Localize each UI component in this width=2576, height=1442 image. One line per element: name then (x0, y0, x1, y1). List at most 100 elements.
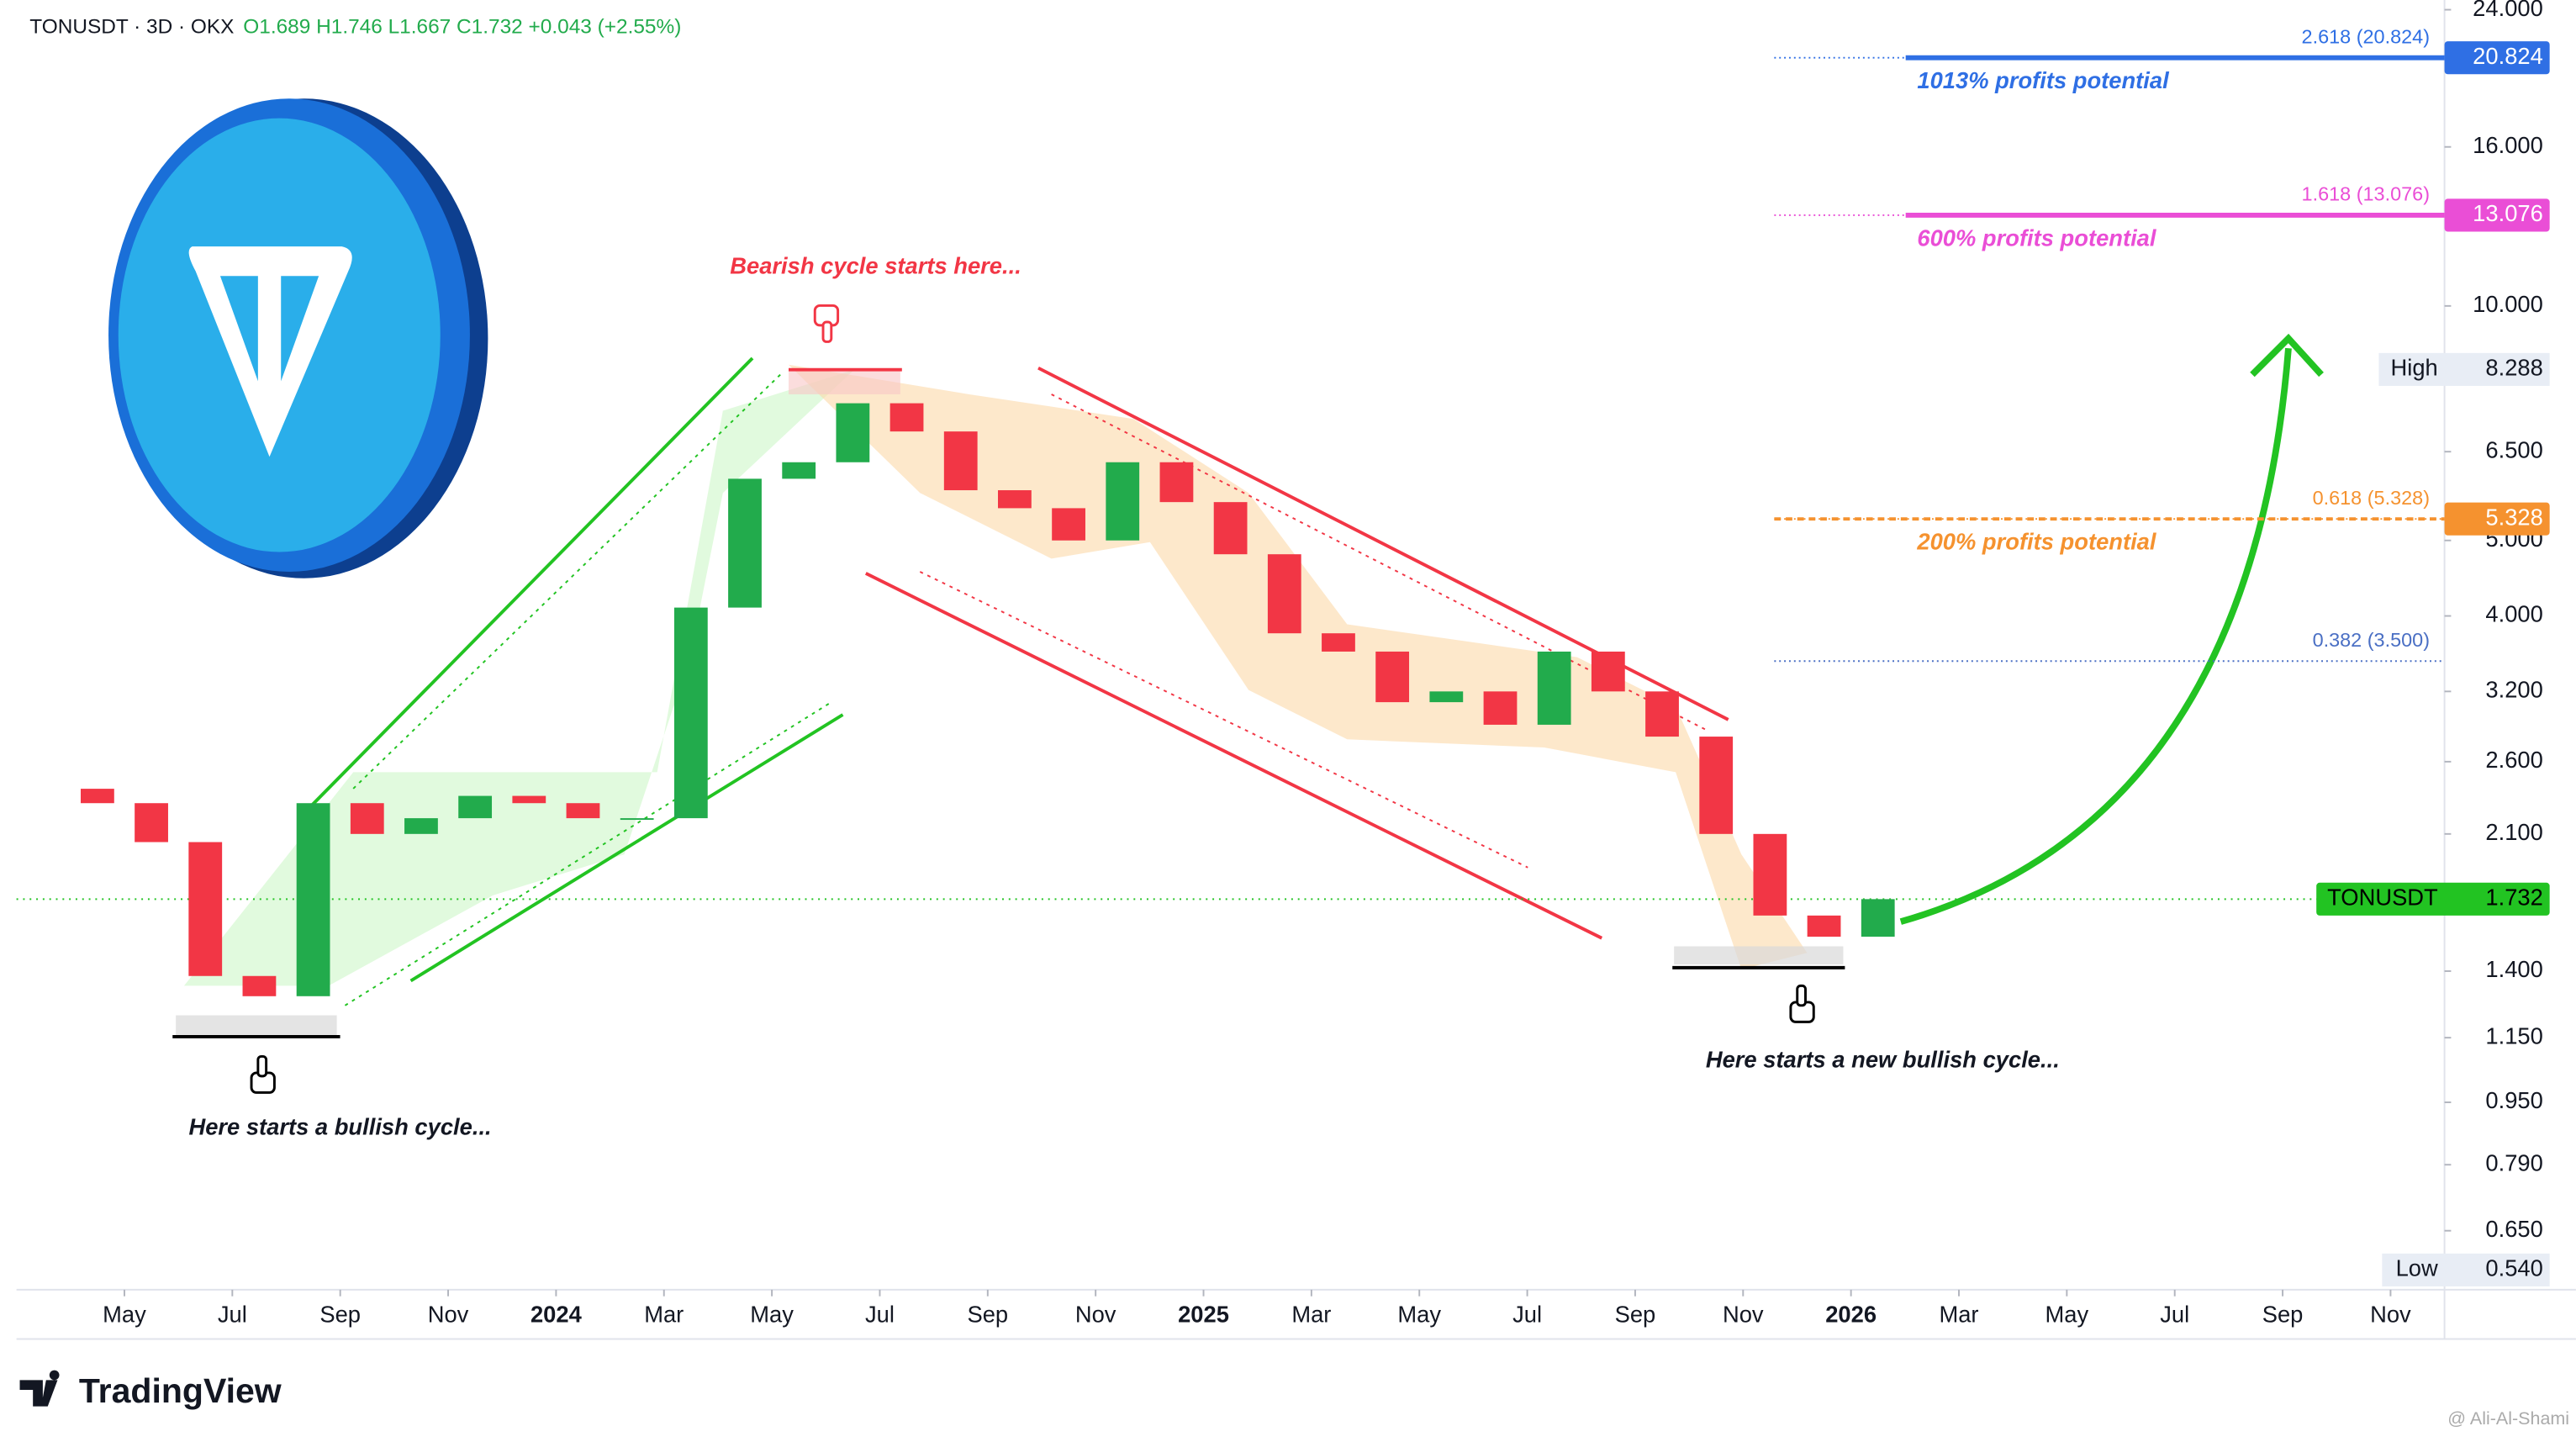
trend-line (919, 571, 1528, 869)
candle-body (80, 789, 114, 804)
price-tag (2444, 502, 2550, 536)
price-tag-label: 5.328 (2485, 504, 2542, 530)
candle-body (673, 607, 708, 819)
x-tick-label: 2024 (531, 1301, 583, 1327)
price-tag (2444, 198, 2550, 232)
hand-icon (1789, 984, 1815, 1023)
candle-body (1537, 651, 1571, 725)
candle-body (458, 795, 493, 819)
price-tag-label: 20.824 (2473, 43, 2543, 69)
price-tag-label: 13.076 (2473, 200, 2543, 226)
x-tick-label: Mar (644, 1301, 684, 1327)
level-label: 0.382 (3.500) (2313, 629, 2430, 651)
level-label: 1.618 (13.076) (2302, 183, 2430, 205)
arrow (1899, 347, 2292, 925)
candle-body (1807, 915, 1841, 938)
level-label: 2.618 (20.824) (2302, 25, 2430, 47)
y-tick-label: 24.000 (2473, 0, 2543, 21)
price-tag (2444, 41, 2550, 75)
candle-body (512, 795, 546, 804)
candle-body (998, 490, 1032, 509)
y-tick-label: 0.950 (2485, 1087, 2542, 1113)
last-tag (2316, 882, 2550, 916)
trend-line (299, 357, 754, 818)
candle-body (889, 403, 924, 432)
last-value: 1.732 (2485, 885, 2542, 911)
candle-body (1753, 833, 1787, 916)
support-box (1674, 946, 1844, 964)
low-tag (2382, 1253, 2550, 1286)
candle-body (1429, 691, 1464, 703)
tv-mark (19, 1370, 60, 1407)
x-tick-label: 2026 (1825, 1301, 1877, 1327)
candle-body (296, 803, 330, 996)
support-box (176, 1015, 337, 1036)
last-label: TONUSDT (2327, 885, 2438, 911)
x-tick-label: May (2045, 1301, 2089, 1327)
candle-body (1483, 691, 1518, 725)
low-value: 0.540 (2485, 1255, 2542, 1281)
symbol: TONUSDT · 3D · OKX (29, 16, 234, 39)
level-note: 1013% profits potential (1917, 67, 2170, 93)
candle-body (1375, 651, 1410, 703)
x-tick-label: Sep (319, 1301, 361, 1327)
candle-body (404, 818, 438, 834)
trend-line (352, 373, 781, 790)
candle-body (1645, 691, 1679, 737)
candle-body (836, 403, 870, 462)
candle-body (782, 462, 816, 479)
y-tick-label: 16.000 (2473, 132, 2543, 158)
candle-body (1159, 462, 1194, 503)
candle-body (135, 803, 168, 842)
candle-body (1322, 633, 1355, 652)
arrow-head (2250, 333, 2324, 378)
level-label: 0.618 (5.328) (2313, 487, 2430, 509)
candle-body (620, 818, 654, 821)
candle-body (566, 803, 600, 819)
trend-line (409, 713, 844, 983)
x-tick-label: Nov (1075, 1301, 1116, 1327)
x-tick-label: Jul (1512, 1301, 1542, 1327)
high-label: High (2391, 355, 2438, 381)
x-tick-label: Nov (2370, 1301, 2411, 1327)
x-tick-label: Jul (2160, 1301, 2189, 1327)
x-tick-label: Jul (865, 1301, 895, 1327)
high-value: 8.288 (2485, 355, 2542, 381)
candle-body (1267, 554, 1301, 634)
candle-body (350, 803, 384, 834)
candle-body (1052, 508, 1085, 541)
y-tick-label: 3.200 (2485, 677, 2542, 703)
x-tick-label: Jul (218, 1301, 247, 1327)
candle-body (242, 975, 277, 996)
candle-body (188, 842, 223, 976)
hand-icon (813, 304, 840, 343)
hand-icon (250, 1054, 276, 1094)
y-tick-label: 4.000 (2485, 601, 2542, 627)
watermark: @ Ali-Al-Shami (2447, 1408, 2569, 1429)
x-tick-label: Nov (428, 1301, 469, 1327)
ohlc: O1.689 H1.746 L1.667 C1.732 +0.043 (+2.5… (243, 16, 681, 39)
ton-logo (108, 98, 488, 578)
y-tick-label: 10.000 (2473, 291, 2543, 317)
x-tick-label: Mar (1939, 1301, 1978, 1327)
x-tick-label: Mar (1291, 1301, 1331, 1327)
candle-body (1213, 502, 1248, 555)
bear-band (788, 364, 1808, 969)
annotation: Here starts a new bullish cycle... (1706, 1046, 2060, 1072)
x-tick-label: Sep (967, 1301, 1008, 1327)
high-tag (2378, 352, 2550, 386)
trend-line (864, 572, 1603, 940)
x-tick-label: May (1397, 1301, 1441, 1327)
x-tick-label: Sep (1615, 1301, 1656, 1327)
annotation: Bearish cycle starts here... (730, 253, 1021, 279)
x-tick-label: 2025 (1178, 1301, 1229, 1327)
candle-body (1591, 651, 1625, 692)
level-note: 600% profits potential (1917, 224, 2157, 251)
y-tick-label: 2.100 (2485, 819, 2542, 845)
x-tick-label: Sep (2262, 1301, 2304, 1327)
level-note: 200% profits potential (1916, 529, 2157, 555)
x-tick-label: Nov (1723, 1301, 1764, 1327)
candle-body (728, 478, 762, 608)
